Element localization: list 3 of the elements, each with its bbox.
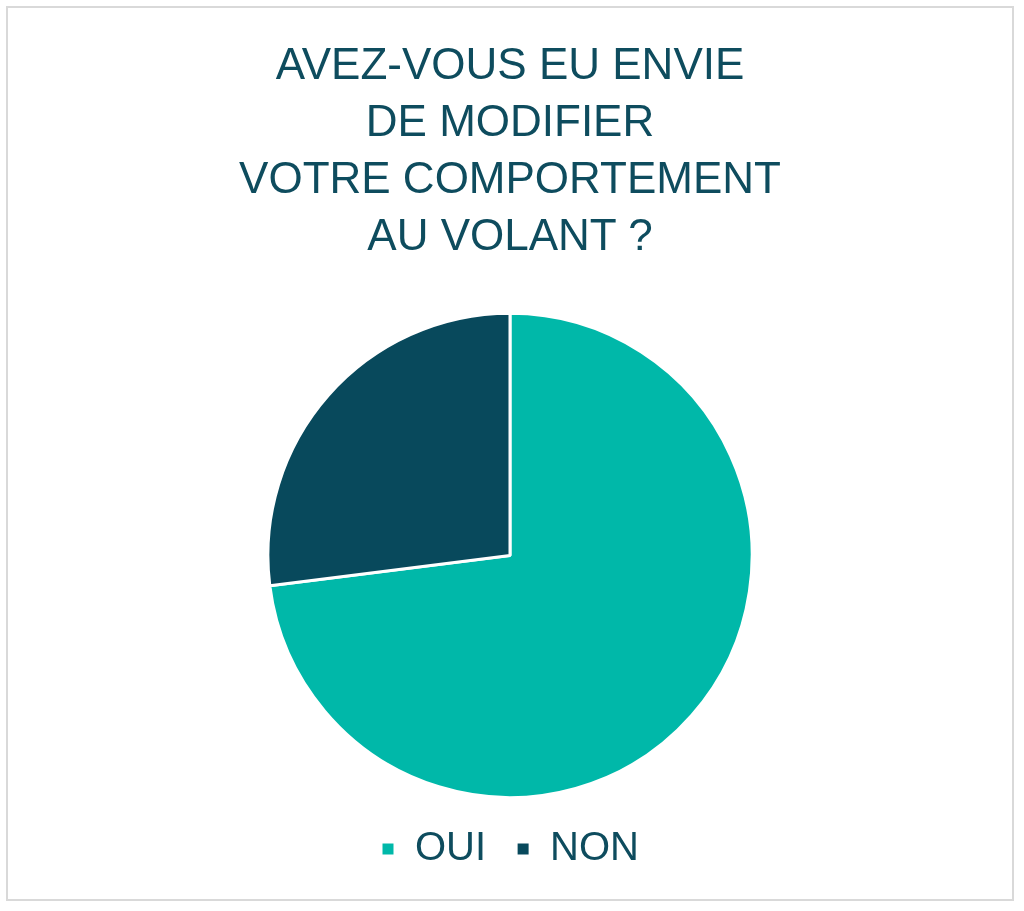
legend-label: NON	[550, 824, 639, 869]
legend-label: OUI	[415, 824, 487, 869]
chart-title: AVEZ-VOUS EU ENVIE DE MODIFIER VOTRE COMPORTEMENT AU VOLANT ?	[239, 38, 781, 260]
